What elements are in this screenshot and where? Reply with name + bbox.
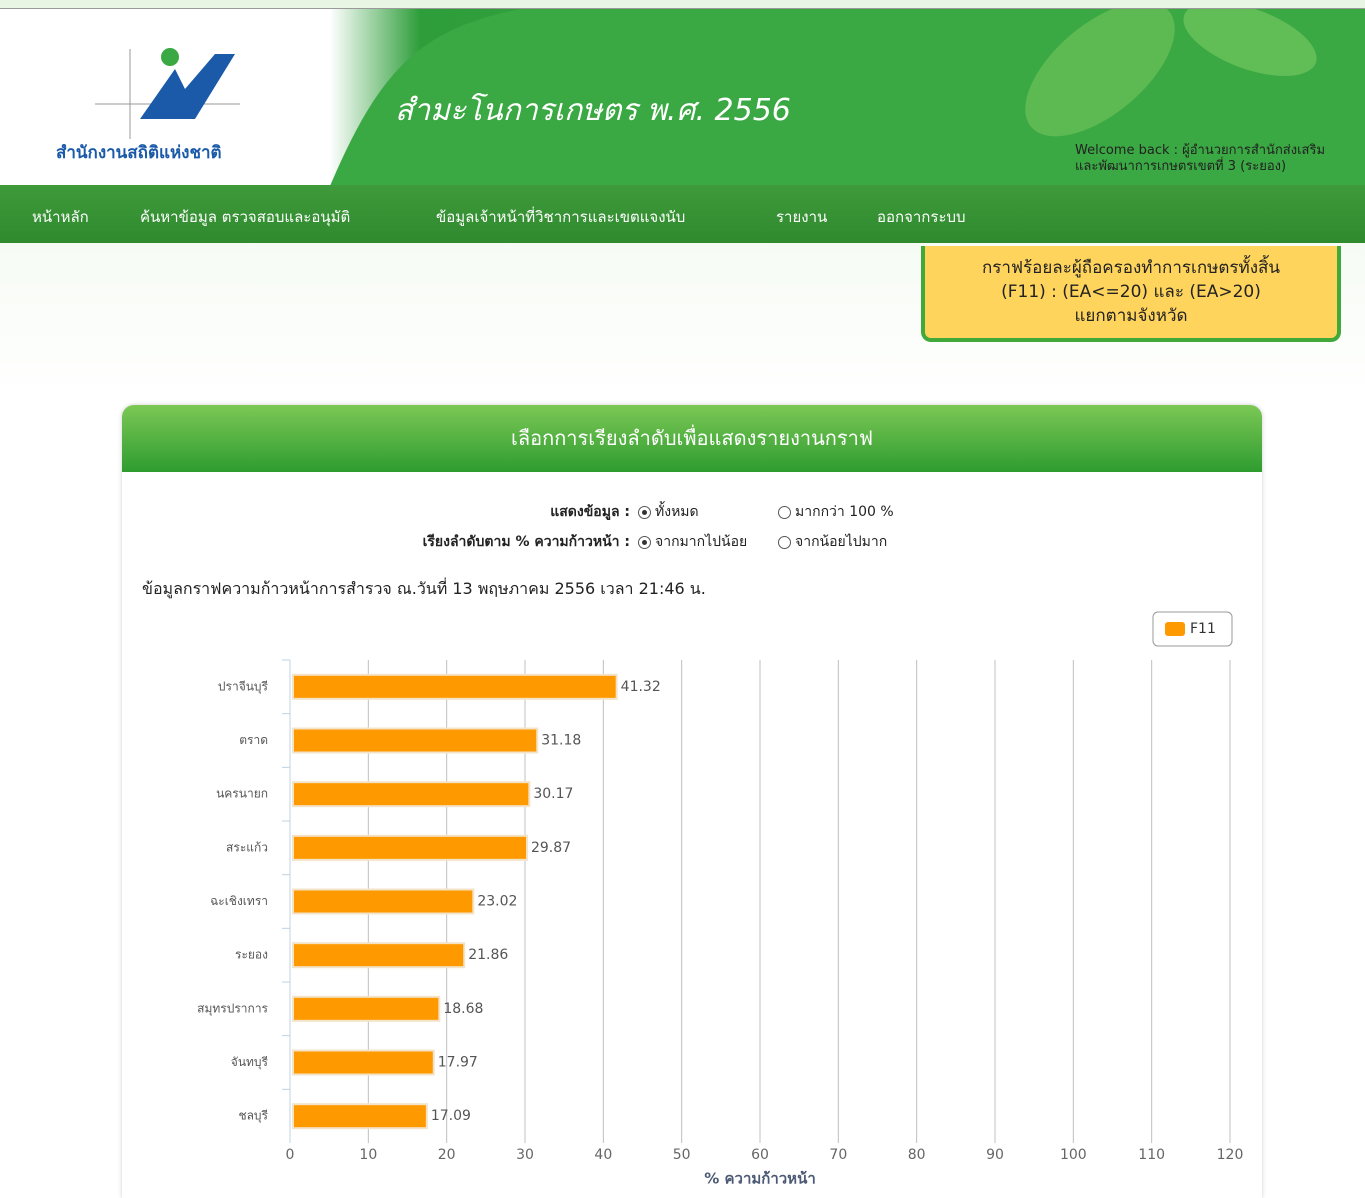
radio-option[interactable]: มากกว่า 100 % [778, 501, 894, 523]
y-tick-label: ฉะเชิงเทรา [210, 894, 268, 908]
x-tick-label: 20 [438, 1147, 456, 1163]
bar [293, 729, 537, 753]
logo-text: สำนักงานสถิติแห่งชาติ [56, 139, 222, 166]
y-tick-label: ปราจีนบุรี [218, 679, 269, 694]
y-tick-label: ระยอง [235, 948, 268, 962]
value-label: 29.87 [531, 840, 571, 856]
radio[interactable] [638, 506, 651, 519]
radio-option[interactable]: ทั้งหมด [638, 501, 699, 523]
radio[interactable] [638, 536, 651, 549]
x-tick-label: 70 [829, 1147, 847, 1163]
bar [293, 890, 473, 914]
x-tick-label: 100 [1060, 1147, 1087, 1163]
bar [293, 1051, 434, 1075]
x-tick-label: 80 [908, 1147, 926, 1163]
header: สำนักงานสถิติแห่งชาติ สำมะโนการเกษตร พ.ศ… [0, 8, 1365, 186]
option-label: เรียงลำดับตาม % ความก้าวหน้า : [423, 531, 630, 553]
panel: เลือกการเรียงลำดับเพื่อแสดงรายงานกราฟ แส… [122, 405, 1262, 1198]
x-tick-label: 10 [359, 1147, 377, 1163]
value-label: 41.32 [621, 679, 661, 695]
value-label: 31.18 [541, 733, 581, 749]
bar [293, 943, 464, 967]
x-tick-label: 110 [1138, 1147, 1165, 1163]
x-tick-label: 90 [986, 1147, 1004, 1163]
info-text: ข้อมูลกราฟความก้าวหน้าการสำรวจ ณ.วันที่ … [142, 577, 706, 602]
y-tick-label: จันทบุรี [231, 1055, 269, 1070]
value-label: 21.86 [468, 947, 508, 963]
option-label: แสดงข้อมูล : [550, 501, 630, 523]
nav-link[interactable]: หน้าหลัก [32, 205, 89, 229]
welcome: Welcome back : ผู้อำนวยการสำนักส่งเสริม … [1075, 143, 1325, 175]
notice-line: (F11) : (EA<=20) และ (EA>20) [925, 280, 1337, 304]
radio-option[interactable]: จากน้อยไปมาก [778, 531, 887, 553]
y-tick-label: ตราด [239, 733, 268, 747]
x-tick-label: 40 [594, 1147, 612, 1163]
welcome-line: Welcome back : ผู้อำนวยการสำนักส่งเสริม [1075, 143, 1325, 159]
x-tick-label: 30 [516, 1147, 534, 1163]
radio-option[interactable]: จากมากไปน้อย [638, 531, 747, 553]
page: สำนักงานสถิติแห่งชาติ สำมะโนการเกษตร พ.ศ… [0, 0, 1365, 1198]
value-label: 23.02 [477, 894, 517, 910]
value-label: 18.68 [443, 1001, 483, 1017]
notice-line: กราฟร้อยละผู้ถือครองทำการเกษตรทั้งสิ้น [925, 256, 1337, 280]
radio[interactable] [778, 536, 791, 549]
value-label: 17.09 [431, 1108, 471, 1124]
y-tick-label: นครนายก [216, 787, 268, 801]
notice-box: กราฟร้อยละผู้ถือครองทำการเกษตรทั้งสิ้น (… [921, 246, 1341, 342]
notice-line: แยกตามจังหวัด [925, 304, 1337, 328]
nav-link[interactable]: ค้นหาข้อมูล ตรวจสอบและอนุมัติ [140, 205, 350, 229]
y-tick-label: ชลบุรี [238, 1109, 268, 1124]
x-tick-label: 60 [751, 1147, 769, 1163]
value-label: 17.97 [438, 1055, 478, 1071]
radio[interactable] [778, 506, 791, 519]
radio-text[interactable]: ทั้งหมด [655, 504, 699, 520]
welcome-line: และพัฒนาการเกษตรเขตที่ 3 (ระยอง) [1075, 159, 1325, 175]
bar [293, 836, 527, 860]
x-tick-label: 0 [286, 1147, 295, 1163]
radio-text[interactable]: จากน้อยไปมาก [795, 534, 887, 550]
value-label: 30.17 [533, 786, 573, 802]
radio-text[interactable]: มากกว่า 100 % [795, 504, 894, 520]
chart: 0 10 20 30 40 50 60 70 80 90 100 110 120 % ความก้าวหน… [122, 600, 1262, 1198]
y-tick-label: สระแก้ว [226, 840, 268, 854]
bar [293, 997, 439, 1021]
legend-label: F11 [1190, 621, 1216, 637]
x-tick-label: 50 [673, 1147, 691, 1163]
x-axis-title: % ความก้าวหน้า [704, 1170, 816, 1188]
bar [293, 1104, 427, 1128]
legend-swatch [1165, 622, 1185, 636]
nav-link[interactable]: ออกจากระบบ [877, 205, 966, 229]
nav-link[interactable]: ข้อมูลเจ้าหน้าที่วิชาการและเขตแจงนับ [436, 205, 685, 229]
bar [293, 782, 529, 806]
nav-bar: หน้าหลัก ค้นหาข้อมูล ตรวจสอบและอนุมัติ ข… [0, 185, 1365, 243]
x-tick-label: 120 [1217, 1147, 1244, 1163]
site-title: สำมะโนการเกษตร พ.ศ. 2556 [395, 87, 791, 134]
y-tick-label: สมุทรปราการ [197, 1001, 268, 1016]
panel-title: เลือกการเรียงลำดับเพื่อแสดงรายงานกราฟ [122, 405, 1262, 472]
radio-text[interactable]: จากมากไปน้อย [655, 534, 747, 550]
nav-link[interactable]: รายงาน [776, 205, 827, 229]
bar [293, 675, 617, 699]
